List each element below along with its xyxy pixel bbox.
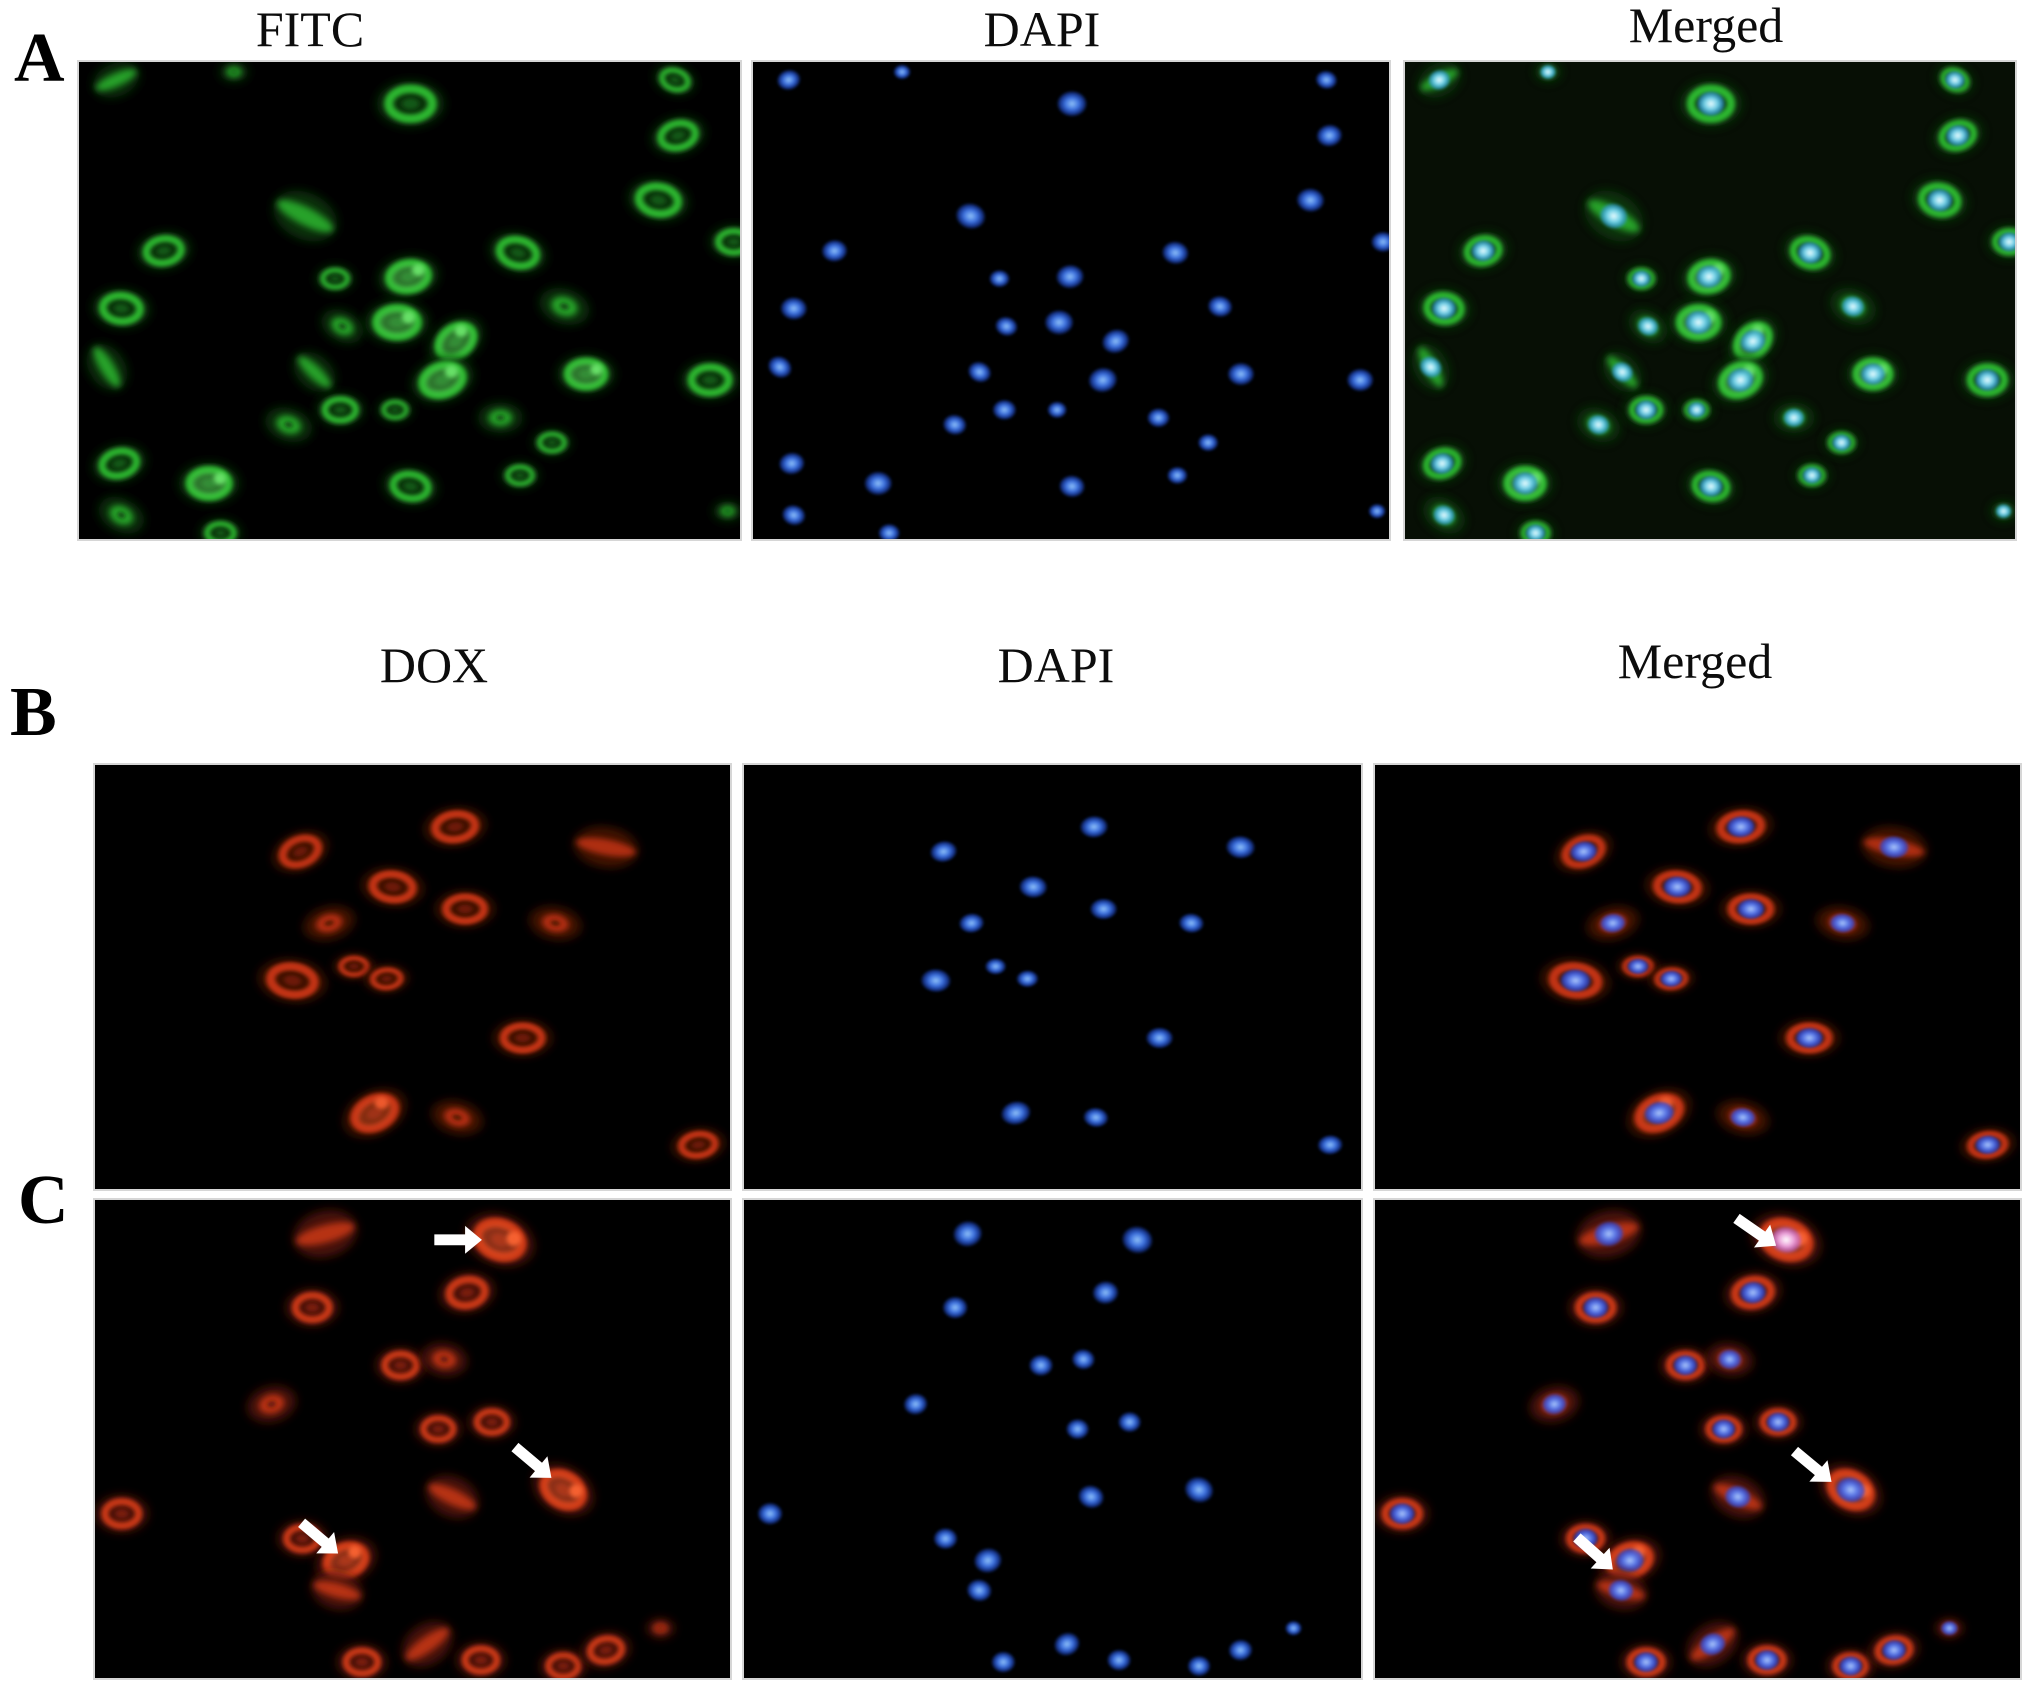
micrograph-a-dapi [751, 60, 1391, 541]
micrograph-c-dox [93, 1198, 732, 1680]
arrow-icon [298, 1518, 339, 1554]
micrograph-c-merged [1373, 1198, 2022, 1680]
channel-title-merged-a: Merged [1628, 0, 1784, 53]
fluorescence-image [744, 765, 1361, 1189]
arrow-icon [1573, 1533, 1613, 1570]
micrograph-c-dapi [742, 1198, 1363, 1680]
channel-title-fitc: FITC [255, 1, 365, 57]
arrow-icon [511, 1442, 552, 1478]
arrow-icon [434, 1225, 482, 1254]
fluorescence-image [79, 62, 740, 539]
channel-title-dox: DOX [379, 637, 489, 693]
fluorescence-image [1375, 765, 2020, 1189]
row-label-c: C [18, 1162, 69, 1239]
arrow-icon [1790, 1446, 1832, 1482]
fluorescence-image [744, 1200, 1361, 1678]
micrograph-a-merged [1403, 60, 2017, 541]
fluorescence-image [1375, 1200, 2020, 1678]
fluorescence-image [1405, 62, 2015, 539]
micrograph-b-dapi [742, 763, 1363, 1191]
row-label-b: B [10, 674, 57, 751]
channel-title-merged-b: Merged [1617, 633, 1773, 689]
fluorescence-image [95, 765, 730, 1189]
fluorescence-image [95, 1200, 730, 1678]
micrograph-b-merged [1373, 763, 2022, 1191]
channel-title-dapi-a: DAPI [983, 1, 1101, 57]
micrograph-b-dox [93, 763, 732, 1191]
arrow-icon [1733, 1213, 1777, 1248]
row-label-a: A [14, 20, 65, 97]
channel-title-dapi-b: DAPI [997, 637, 1115, 693]
fluorescence-image [753, 62, 1389, 539]
micrograph-a-fitc [77, 60, 742, 541]
